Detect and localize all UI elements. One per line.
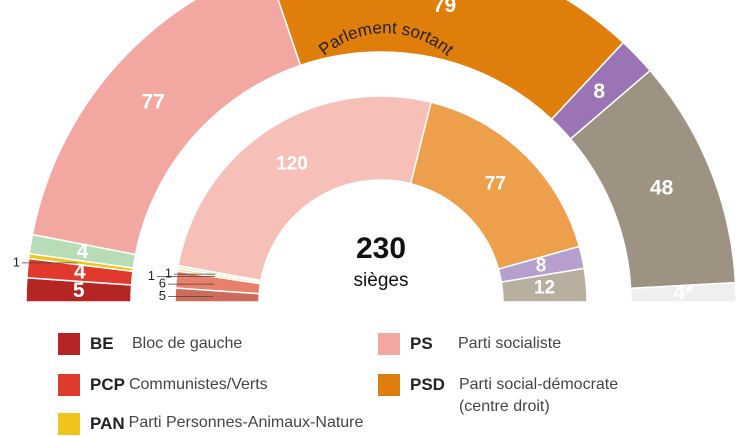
legend-item-be: BE Bloc de gauche	[58, 332, 242, 356]
legend-name-line2: (centre droit)	[458, 398, 550, 415]
inner-l-label: 1	[165, 266, 172, 281]
legend: BE Bloc de gauche PCP Communistes/Verts …	[58, 332, 618, 435]
legend-swatch	[378, 333, 400, 355]
legend-item-ps: PS Parti socialiste	[378, 332, 561, 356]
legend-name-line1: Parti social-démocrate	[458, 376, 619, 393]
seat-label-ps: 77	[141, 91, 164, 114]
seat-segment-tbd	[629, 281, 737, 303]
seat-segment-psd	[409, 101, 581, 271]
outgoing-parliament-ring: 120 77 812	[174, 95, 588, 303]
seat-label-psd: 77	[485, 173, 506, 194]
legend-name: Parti Personnes-Animaux-Nature	[128, 414, 364, 431]
legend-swatch	[378, 374, 400, 396]
legend-name: Bloc de gauche	[132, 335, 243, 352]
seat-label-l: 4	[77, 240, 89, 263]
seat-label-pcp: 4	[74, 261, 86, 284]
seat-label-ch: 48	[650, 177, 674, 200]
inner-pcp-label: 6	[159, 276, 166, 291]
inner-be-label: 5	[159, 288, 166, 303]
legend-item-pan: PAN Parti Personnes-Animaux-Nature	[58, 412, 363, 436]
inner-pan-label: 1	[148, 268, 155, 283]
legend-abbr: BE	[90, 334, 114, 353]
seat-label-ch: 12	[534, 278, 555, 299]
outer-pan-label: 1	[13, 254, 20, 269]
seat-label-psd: 79	[433, 0, 456, 17]
legend-item-psd: PSD Parti social-démocrate (centre droit…	[378, 373, 618, 418]
seat-label-ps: 120	[276, 153, 308, 174]
seat-label-be: 5	[73, 279, 85, 302]
seat-segment-ch	[500, 267, 588, 303]
legend-swatch	[58, 333, 80, 355]
legend-name: Parti socialiste	[458, 335, 562, 352]
legend-item-pcp: PCP Communistes/Verts	[58, 373, 268, 397]
seat-segment-ps	[177, 95, 433, 282]
legend-name: Communistes/Verts	[128, 376, 268, 393]
total-unit: sièges	[354, 270, 409, 291]
legend-abbr: PAN	[90, 414, 125, 433]
seat-label-il: 8	[536, 255, 547, 276]
legend-name: Parti social-démocrate (centre droit)	[459, 374, 618, 418]
total-seats: 230	[356, 232, 406, 265]
seat-segment-ps	[31, 0, 302, 256]
legend-abbr: PSD	[410, 375, 445, 394]
seat-label-tbd: 4*	[673, 281, 694, 304]
legend-abbr: PCP	[90, 375, 125, 394]
seat-label-il: 8	[593, 80, 605, 103]
legend-abbr: PS	[410, 334, 433, 353]
legend-swatch	[58, 374, 80, 396]
legend-swatch	[58, 413, 80, 435]
